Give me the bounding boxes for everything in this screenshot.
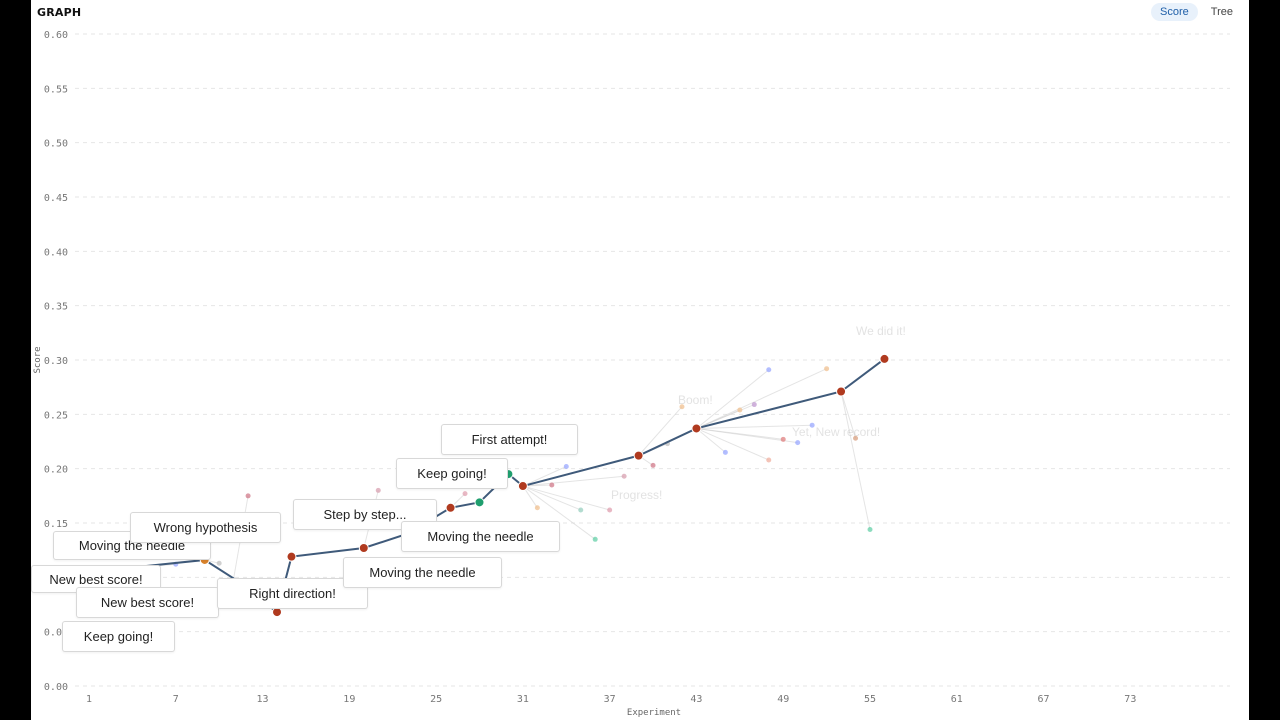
x-tick-label: 13 [257,694,269,705]
y-tick-label: 0.20 [44,465,68,476]
x-tick-label: 67 [1038,694,1050,705]
experiment-point [853,435,859,441]
branch-line [696,368,827,429]
best-point [517,481,528,492]
annotation-label: New best score! [76,587,219,618]
x-tick-label: 61 [951,694,963,705]
x-tick-label: 31 [517,694,529,705]
experiment-point [216,560,222,566]
experiment-point [563,463,569,469]
annotation-label: Keep going! [396,458,508,489]
best-point [286,551,297,562]
x-tick-label: 43 [690,694,702,705]
branch-line [696,424,813,429]
best-point [633,450,644,461]
x-tick-label: 1 [86,694,92,705]
experiment-point [245,493,251,499]
best-point [358,542,369,553]
experiment-point [737,407,743,413]
x-tick-label: 37 [604,694,616,705]
score-view-button[interactable]: Score [1151,3,1198,21]
x-axis-label: Experiment [627,708,681,718]
annotation-label: Wrong hypothesis [130,512,281,543]
graph-title: GRAPH [37,6,82,19]
branch-line [840,391,871,530]
best-point [445,502,456,513]
view-toggle: Score Tree [1151,3,1242,21]
experiment-point [867,527,873,533]
experiment-point [462,491,468,497]
x-tick-label: 55 [864,694,876,705]
branch-line [638,406,683,456]
experiment-point [751,402,757,408]
annotation-label: Moving the needle [401,521,560,552]
x-tick-label: 49 [777,694,789,705]
y-tick-label: 0.60 [44,30,68,41]
branch-line [696,427,798,444]
experiment-point [375,487,381,493]
y-tick-label: 0.45 [44,193,68,204]
y-tick-label: 0.55 [44,84,68,95]
experiment-point [607,507,613,513]
branch-line [522,466,567,487]
annotation-label: Right direction! [217,578,368,609]
ghost-label: Yet, New record! [792,425,881,439]
x-tick-label: 25 [430,694,442,705]
y-tick-label: 0.35 [44,302,68,313]
ghost-label: Boom! [678,393,713,407]
y-tick-label: 0.50 [44,139,68,150]
annotation-label: Keep going! [62,621,175,652]
x-tick-label: 19 [343,694,355,705]
tree-view-button[interactable]: Tree [1210,6,1233,18]
best-point [879,353,890,364]
annotation-label: Moving the needle [343,557,502,588]
best-point [691,423,702,434]
branch-line [840,391,857,439]
y-tick-label: 0.40 [44,247,68,258]
experiment-point [722,449,728,455]
experiment-point [578,507,584,513]
y-tick-label: 0.25 [44,410,68,421]
ghost-label: We did it! [856,324,906,338]
x-tick-label: 73 [1124,694,1136,705]
y-axis-label: Score [33,346,43,373]
experiment-point [824,366,830,372]
branch-line [696,428,769,461]
experiment-point [592,536,598,542]
branch-line [522,485,610,511]
y-tick-label: 0.30 [44,356,68,367]
x-tick-label: 7 [173,694,179,705]
ghost-label: Progress! [611,488,663,502]
experiment-point [766,457,772,463]
experiment-point [650,462,656,468]
y-tick-label: 0.00 [44,682,68,693]
best-point [836,386,847,397]
experiment-point [809,422,815,428]
experiment-point [549,482,555,488]
branch-line [522,485,596,540]
branch-line [522,485,581,511]
experiment-point [780,436,786,442]
branch-line [522,475,625,487]
experiment-point [534,505,540,511]
annotation-label: First attempt! [441,424,578,455]
branch-line [696,428,726,453]
y-tick-label: 0.05 [44,628,68,639]
experiment-point [679,404,685,410]
experiment-point [795,440,801,446]
branch-line [696,369,770,429]
y-tick-label: 0.15 [44,519,68,530]
experiment-point [766,367,772,373]
experiment-point [621,473,627,479]
best-point [474,497,485,508]
